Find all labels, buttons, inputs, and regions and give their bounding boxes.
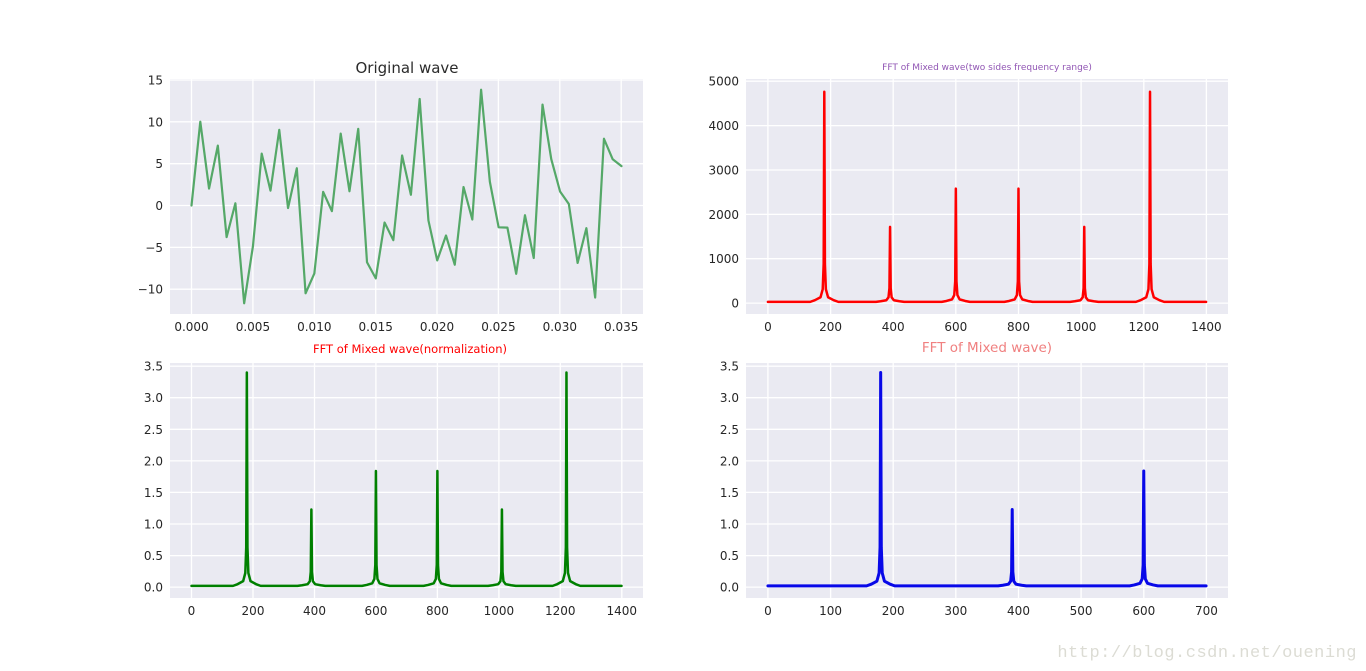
y-tick-label: 0.5 xyxy=(144,549,163,563)
x-tick-label: 400 xyxy=(1007,604,1030,618)
x-tick-label: 800 xyxy=(1007,320,1030,334)
x-tick-label: 600 xyxy=(1132,604,1155,618)
x-tick-label: 0.025 xyxy=(481,320,515,334)
y-tick-label: 0.5 xyxy=(720,549,739,563)
fft-one-side-line xyxy=(766,370,1208,588)
x-tick-label: 500 xyxy=(1070,604,1093,618)
y-tick-label: 10 xyxy=(148,115,163,129)
y-tick-label: 3.0 xyxy=(144,391,163,405)
x-tick-label: 200 xyxy=(819,320,842,334)
y-tick-label: 1.5 xyxy=(720,486,739,500)
original-wave-line xyxy=(190,88,623,305)
x-tick-label: 1000 xyxy=(484,604,515,618)
y-tick-label: 2.0 xyxy=(720,454,739,468)
y-tick-label: 2000 xyxy=(708,208,739,222)
x-tick-label: 0 xyxy=(764,320,772,334)
y-tick-label: 2.5 xyxy=(144,423,163,437)
y-tick-label: 2.5 xyxy=(720,423,739,437)
x-tick-label: 200 xyxy=(882,604,905,618)
x-tick-label: 200 xyxy=(242,604,265,618)
x-tick-label: 0 xyxy=(188,604,196,618)
y-tick-label: 0.0 xyxy=(144,581,163,595)
x-tick-label: 600 xyxy=(944,320,967,334)
chart-title-fft-two-sides: FFT of Mixed wave(two sides frequency ra… xyxy=(882,63,1092,73)
y-tick-label: 4000 xyxy=(708,119,739,133)
x-tick-label: 1400 xyxy=(1191,320,1222,334)
x-tick-label: 400 xyxy=(882,320,905,334)
x-tick-label: 700 xyxy=(1195,604,1218,618)
x-tick-label: 1200 xyxy=(545,604,576,618)
x-tick-label: 0.010 xyxy=(297,320,331,334)
fft-normalization-line xyxy=(190,371,623,588)
x-tick-label: 0.000 xyxy=(174,320,208,334)
fft-two-sides-line xyxy=(766,90,1208,304)
plot-area xyxy=(746,363,1228,598)
y-tick-label: 0.0 xyxy=(720,581,739,595)
y-tick-label: 1000 xyxy=(708,252,739,266)
y-tick-label: 5 xyxy=(155,157,163,171)
y-tick-label: 1.0 xyxy=(144,518,163,532)
x-tick-label: 0.015 xyxy=(359,320,393,334)
x-tick-label: 300 xyxy=(944,604,967,618)
x-tick-label: 400 xyxy=(303,604,326,618)
y-tick-label: 3.5 xyxy=(720,360,739,374)
y-tick-label: 3000 xyxy=(708,164,739,178)
x-tick-label: 1000 xyxy=(1066,320,1097,334)
x-tick-label: 100 xyxy=(819,604,842,618)
y-tick-label: 3.5 xyxy=(144,360,163,374)
x-tick-label: 1200 xyxy=(1129,320,1160,334)
y-tick-label: 15 xyxy=(148,74,163,88)
chart-title-original-wave: Original wave xyxy=(355,59,459,77)
x-tick-label: 600 xyxy=(364,604,387,618)
y-tick-label: 0 xyxy=(155,199,163,213)
x-tick-label: 800 xyxy=(426,604,449,618)
y-tick-label: 1.5 xyxy=(144,486,163,500)
y-tick-label: 0 xyxy=(731,297,739,311)
x-tick-label: 0.005 xyxy=(236,320,270,334)
watermark: http://blog.csdn.net/ouening xyxy=(1057,644,1357,663)
x-tick-label: 0 xyxy=(764,604,772,618)
x-tick-label: 1400 xyxy=(607,604,638,618)
x-tick-label: 0.035 xyxy=(604,320,638,334)
y-tick-label: 1.0 xyxy=(720,518,739,532)
x-tick-label: 0.020 xyxy=(420,320,454,334)
y-tick-label: 5000 xyxy=(708,75,739,89)
chart-title-fft-normalization: FFT of Mixed wave(normalization) xyxy=(313,342,507,356)
y-tick-label: 2.0 xyxy=(144,454,163,468)
chart-title-fft-one-side: FFT of Mixed wave) xyxy=(921,340,1053,356)
y-tick-label: −5 xyxy=(145,241,163,255)
y-tick-label: 3.0 xyxy=(720,391,739,405)
x-tick-label: 0.030 xyxy=(543,320,577,334)
y-tick-label: −10 xyxy=(138,283,163,297)
